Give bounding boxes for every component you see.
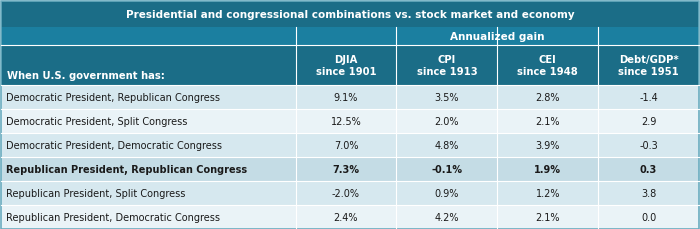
Text: 9.1%: 9.1% <box>334 93 358 103</box>
Text: 7.3%: 7.3% <box>332 164 360 174</box>
Bar <box>1 109 699 134</box>
Text: 2.8%: 2.8% <box>536 93 560 103</box>
Bar <box>1 134 699 157</box>
Text: 2.1%: 2.1% <box>536 117 560 126</box>
Text: 3.9%: 3.9% <box>536 140 560 150</box>
Text: 0.3: 0.3 <box>640 164 657 174</box>
Text: Republican President, Republican Congress: Republican President, Republican Congres… <box>6 164 247 174</box>
Text: 2.1%: 2.1% <box>536 212 560 222</box>
Text: When U.S. government has:: When U.S. government has: <box>7 71 165 81</box>
Bar <box>1 86 699 109</box>
Text: -2.0%: -2.0% <box>332 188 360 198</box>
Text: 3.8: 3.8 <box>641 188 656 198</box>
Text: Presidential and congressional combinations vs. stock market and economy: Presidential and congressional combinati… <box>126 10 574 20</box>
Text: 1.2%: 1.2% <box>536 188 560 198</box>
Text: Republican President, Split Congress: Republican President, Split Congress <box>6 188 186 198</box>
Text: 12.5%: 12.5% <box>330 117 361 126</box>
Bar <box>1 46 699 86</box>
Text: Democratic President, Republican Congress: Democratic President, Republican Congres… <box>6 93 220 103</box>
Text: 1.9%: 1.9% <box>534 164 561 174</box>
Text: 2.0%: 2.0% <box>435 117 459 126</box>
Bar <box>1 2 699 28</box>
Text: Republican President, Democratic Congress: Republican President, Democratic Congres… <box>6 212 220 222</box>
Bar <box>1 181 699 205</box>
Text: CPI
since 1913: CPI since 1913 <box>416 54 477 77</box>
Text: 7.0%: 7.0% <box>334 140 358 150</box>
Bar <box>1 157 699 181</box>
Text: 0.0: 0.0 <box>641 212 656 222</box>
Text: Debt/GDP*
since 1951: Debt/GDP* since 1951 <box>618 54 679 77</box>
Text: DJIA
since 1901: DJIA since 1901 <box>316 54 377 77</box>
Bar <box>1 28 699 46</box>
Text: -0.3: -0.3 <box>639 140 658 150</box>
Text: 4.8%: 4.8% <box>435 140 459 150</box>
Text: 4.2%: 4.2% <box>435 212 459 222</box>
Text: 2.9: 2.9 <box>641 117 657 126</box>
Text: Democratic President, Democratic Congress: Democratic President, Democratic Congres… <box>6 140 222 150</box>
Text: CEI
since 1948: CEI since 1948 <box>517 54 578 77</box>
Text: 3.5%: 3.5% <box>435 93 459 103</box>
Text: 2.4%: 2.4% <box>334 212 358 222</box>
Text: Annualized gain: Annualized gain <box>450 32 545 42</box>
Text: 0.9%: 0.9% <box>435 188 459 198</box>
Bar <box>1 205 699 229</box>
Text: Democratic President, Split Congress: Democratic President, Split Congress <box>6 117 188 126</box>
Text: -1.4: -1.4 <box>639 93 658 103</box>
Text: -0.1%: -0.1% <box>431 164 462 174</box>
